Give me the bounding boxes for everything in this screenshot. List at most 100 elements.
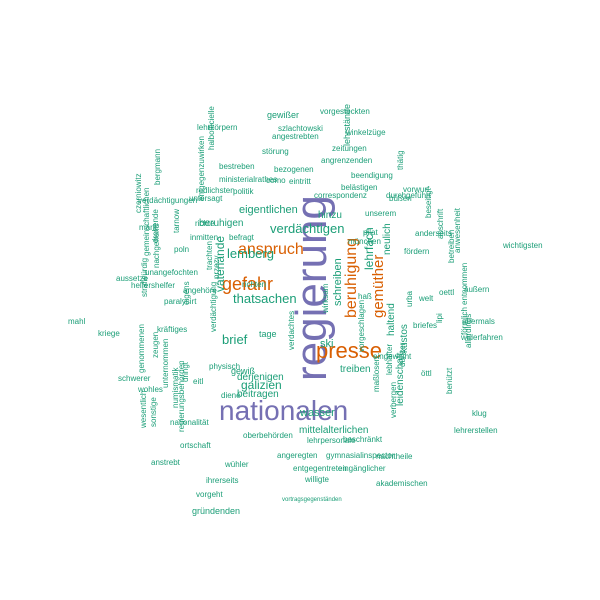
word: unternommen [161,338,170,388]
word: haß [358,292,372,301]
word: thätig [396,150,405,170]
word: urba [405,290,414,307]
word: vorgesteckten [320,107,370,116]
word: lemberg [227,246,274,261]
word: vorgeht [196,490,223,499]
word: gründenden [192,506,241,516]
word: gewißer [267,110,300,120]
word: bestreben [219,162,255,171]
word: anstrebt [151,458,180,467]
word: redlichsten [196,186,235,195]
word: verdächtigungen [138,196,198,205]
word: beruhigen [199,218,244,229]
word: presse [316,338,383,363]
word: tarnow [172,208,181,233]
word: helfershelfer [131,281,176,290]
word: befragt [229,233,254,242]
word: eigens [182,281,191,305]
word: beseitigt [424,188,433,218]
word: gemeinschaftlichen [142,187,151,256]
word: eingänglicher [338,464,386,473]
word: benützt [445,367,454,394]
word: schreiben [332,258,344,306]
word: lehrkörpern [197,123,238,132]
word: schwerer [118,374,151,383]
word: ski [320,338,334,350]
word: aussetze [116,274,149,283]
word: przezy [212,255,221,279]
word: verdachtes [287,310,296,350]
word: winkelzüge [346,128,386,137]
word: welt [419,294,434,303]
word: angeregten [277,451,318,460]
word: vorgeschlagen [357,299,366,352]
word: briefes [413,321,438,330]
word: wühler [225,460,249,469]
word: politik [233,187,254,196]
word: wirksam [321,283,330,313]
word: abschrift [436,208,445,239]
word: lebhafter [385,343,394,375]
word: szlachtowski [278,124,323,133]
word: eigentlichen [239,204,298,216]
word: bergmann [153,148,162,185]
word: nationalität [170,418,209,427]
word: maßlosen [372,356,381,392]
word: zeugen [151,331,160,358]
word: anderseits [415,229,452,238]
word: lehrpersonale [307,436,356,445]
word: eitl [193,377,204,386]
word: entnommen [460,262,469,305]
word: richte [195,219,215,228]
word: ihrerseits [206,476,239,485]
word: widerfahren [461,333,503,342]
word: brief [222,332,248,347]
word: unangefochten [145,268,198,277]
word: mahl [68,317,86,326]
word: treiben [340,364,371,375]
word: poln [174,245,190,254]
word: lipi [435,313,444,323]
word: beitragen [237,389,279,400]
word: hinzu [318,210,342,221]
word: beschränkt [343,435,383,444]
word: richten [242,280,267,289]
word: regierungsbehörden [177,360,186,432]
word: gewiß [231,366,256,376]
word: anspruch [238,241,304,258]
word: ministerialrathes [219,175,278,184]
word: beendigung [351,171,393,180]
word: physisch [209,362,241,371]
word: durchgeführt [386,191,431,200]
word: verdächtigung [209,281,218,332]
word: verbergen [389,381,398,418]
word: münchen [348,237,381,246]
word: wasser [300,407,335,419]
word: correspondenz [314,191,367,200]
word: kräftiges [157,325,188,334]
word: haltend [386,303,397,336]
word: tage [259,329,277,339]
word: vortragsgegenständen [282,497,342,503]
word: lehrstände [342,103,352,146]
word: diene [221,391,241,400]
word: ortschaft [180,441,211,450]
word: belästigen [341,183,378,192]
word: drohende [151,209,160,243]
word: oberbehörden [243,431,293,440]
word: verdächtigen [270,221,345,236]
word: dünzer [398,342,407,367]
word: wohles [138,385,163,394]
word: angestrebten [272,132,319,141]
word: entgegenzuwirken [197,136,206,201]
word: thatsachen [233,291,297,306]
word: mark [139,223,157,232]
word: wesentlich [139,390,148,428]
word: halbofficielle [207,106,216,150]
word: gymnasialinspector [326,451,395,460]
word: akademischen [376,479,428,488]
word: nachtheile [376,452,413,461]
word: neulich [382,223,393,255]
word: vorwurf [403,185,430,194]
